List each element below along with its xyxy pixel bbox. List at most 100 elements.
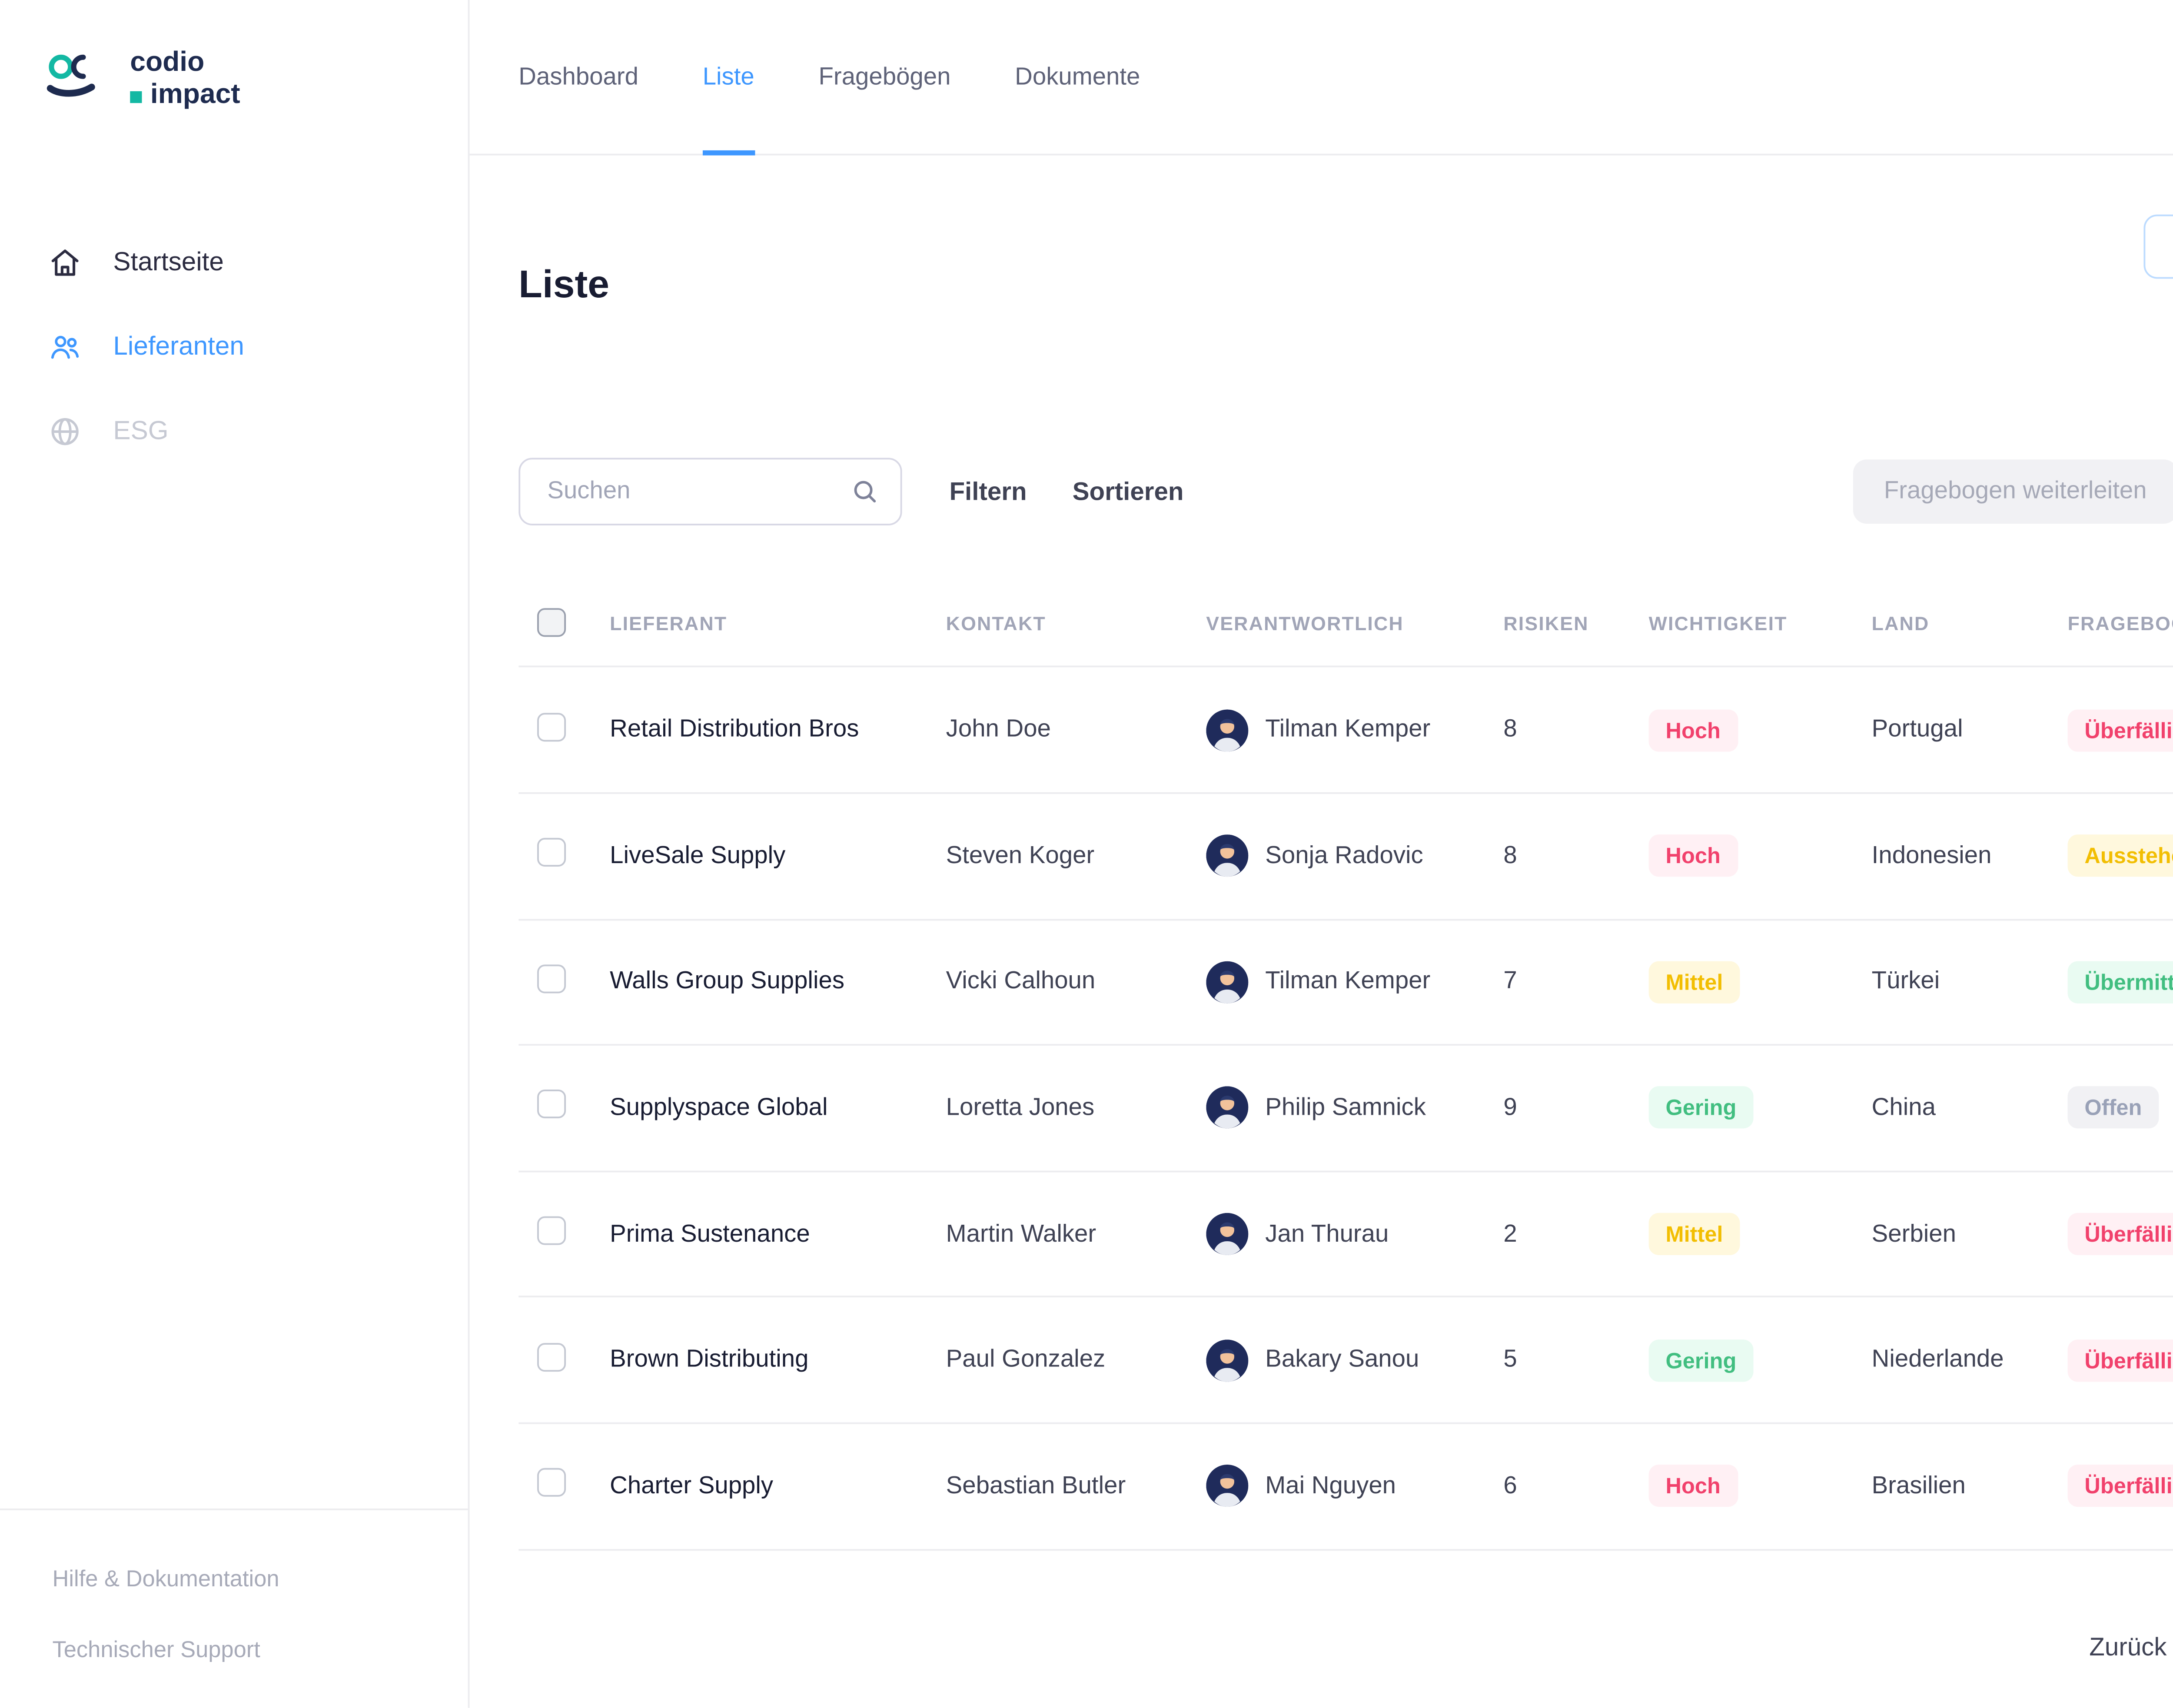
responsible-name: Tilman Kemper: [1265, 968, 1431, 996]
row-checkbox[interactable]: [537, 964, 566, 994]
country: Indonesien: [1871, 842, 1992, 870]
table-row: Charter Supply Sebastian Butler Mai Nguy…: [518, 1424, 2173, 1550]
search-box: [518, 458, 902, 526]
contact-name: Loretta Jones: [946, 1094, 1095, 1122]
filter-control[interactable]: Filtern: [949, 478, 1027, 507]
sidebar-item-label: Startseite: [113, 248, 224, 277]
select-all-checkbox[interactable]: [537, 608, 566, 637]
contact-name: Sebastian Butler: [946, 1472, 1126, 1500]
sidebar: codio impact Startseite: [0, 0, 470, 1708]
col-header-land: LAND: [1871, 615, 1930, 635]
table-row: Walls Group Supplies Vicki Calhoun Tilma…: [518, 920, 2173, 1046]
table-row: Supplyspace Global Loretta Jones Philip …: [518, 1046, 2173, 1172]
responsible-name: Philip Samnick: [1265, 1094, 1426, 1122]
row-checkbox[interactable]: [537, 712, 566, 741]
importance-badge: Hoch: [1648, 835, 1738, 877]
sidebar-item-startseite[interactable]: Startseite: [0, 221, 468, 306]
home-icon: [51, 250, 79, 277]
sidebar-footer: Hilfe & Dokumentation Technischer Suppor…: [0, 1509, 468, 1708]
row-checkbox[interactable]: [537, 838, 566, 867]
responsible-cell: Philip Samnick: [1206, 1087, 1503, 1130]
supplier-name: Retail Distribution Bros: [610, 716, 859, 744]
questionnaire-status-badge: Offen: [2067, 1087, 2159, 1130]
questionnaire-status-badge: Überfällig: [2067, 1339, 2173, 1382]
supplier-name: Prima Sustenance: [610, 1220, 810, 1248]
row-checkbox[interactable]: [537, 1216, 566, 1245]
contact-name: Steven Koger: [946, 842, 1095, 870]
tab-dokumente[interactable]: Dokumente: [1015, 63, 1140, 90]
responsible-cell: Bakary Sanou: [1206, 1339, 1503, 1382]
contact-name: Vicki Calhoun: [946, 968, 1096, 996]
country: Portugal: [1871, 716, 1963, 744]
sidebar-item-label: ESG: [113, 417, 169, 446]
questionnaire-status-badge: Überfällig: [2067, 709, 2173, 751]
tab-liste[interactable]: Liste: [702, 0, 754, 156]
tech-support-link[interactable]: Technischer Support: [52, 1637, 260, 1662]
responsible-avatar: [1206, 1465, 1249, 1508]
page-content: Liste Exportieren Importieren: [470, 156, 2173, 1708]
questionnaire-status-badge: Ausstehend: [2067, 835, 2173, 877]
top-tabs: Dashboard Liste Fragebögen Dokumente: [518, 0, 1140, 156]
sidebar-item-esg[interactable]: ESG: [0, 390, 468, 475]
country: Serbien: [1871, 1220, 1956, 1248]
table-row: Brown Distributing Paul Gonzalez Bakary …: [518, 1298, 2173, 1424]
export-button[interactable]: Exportieren: [2143, 214, 2173, 279]
responsible-avatar: [1206, 1213, 1249, 1256]
risk-count: 2: [1503, 1220, 1517, 1248]
responsible-name: Tilman Kemper: [1265, 716, 1431, 744]
table-row: Prima Sustenance Martin Walker Jan Thura…: [518, 1172, 2173, 1298]
responsible-avatar: [1206, 1087, 1249, 1130]
sidebar-item-lieferanten[interactable]: Lieferanten: [0, 306, 468, 390]
supplier-name: Charter Supply: [610, 1472, 774, 1500]
forward-questionnaire-button[interactable]: Fragebogen weiterleiten: [1853, 460, 2173, 525]
table-header-row: LIEFERANT KONTAKT VERANTWORTLICH RISIKEN…: [518, 584, 2173, 668]
responsible-name: Jan Thurau: [1265, 1220, 1389, 1248]
responsible-avatar: [1206, 835, 1249, 877]
importance-badge: Gering: [1648, 1339, 1754, 1382]
contact-name: Paul Gonzalez: [946, 1346, 1106, 1374]
supplier-name: Walls Group Supplies: [610, 968, 845, 996]
risk-count: 6: [1503, 1472, 1517, 1500]
table-row: LiveSale Supply Steven Koger Sonja Radov…: [518, 794, 2173, 920]
supplier-name: Supplyspace Global: [610, 1094, 828, 1122]
brand-logo: codio impact: [0, 0, 468, 113]
row-checkbox[interactable]: [537, 1342, 566, 1371]
help-docs-link[interactable]: Hilfe & Dokumentation: [52, 1566, 279, 1592]
main-area: Dashboard Liste Fragebögen Dokumente Hal…: [469, 0, 2173, 1708]
responsible-name: Sonja Radovic: [1265, 842, 1423, 870]
contact-name: John Doe: [946, 716, 1051, 744]
sidebar-item-label: Lieferanten: [113, 332, 244, 362]
row-checkbox[interactable]: [537, 1468, 566, 1497]
sort-control[interactable]: Sortieren: [1072, 478, 1184, 507]
responsible-cell: Tilman Kemper: [1206, 709, 1503, 751]
brand-logo-mark-icon: [46, 50, 113, 110]
responsible-avatar: [1206, 961, 1249, 1004]
contact-name: Martin Walker: [946, 1220, 1096, 1248]
pagination-prev[interactable]: Zurück: [2089, 1633, 2167, 1662]
responsible-cell: Jan Thurau: [1206, 1213, 1503, 1256]
supplier-name: Brown Distributing: [610, 1346, 809, 1374]
risk-count: 9: [1503, 1094, 1517, 1122]
users-icon: [51, 336, 79, 360]
topbar: Dashboard Liste Fragebögen Dokumente Hal…: [469, 0, 2173, 156]
search-icon[interactable]: [850, 477, 880, 508]
col-header-lieferant: LIEFERANT: [610, 615, 728, 635]
col-header-kontakt: KONTAKT: [946, 615, 1046, 635]
questionnaire-status-badge: Überfällig: [2067, 1465, 2173, 1508]
suppliers-table: LIEFERANT KONTAKT VERANTWORTLICH RISIKEN…: [518, 584, 2173, 1550]
globe-icon: [51, 419, 79, 446]
responsible-cell: Sonja Radovic: [1206, 835, 1503, 877]
search-input[interactable]: [544, 477, 850, 508]
importance-badge: Mittel: [1648, 961, 1740, 1004]
risk-count: 8: [1503, 716, 1517, 744]
responsible-cell: Mai Nguyen: [1206, 1465, 1503, 1508]
brand-name-line2: impact: [150, 80, 240, 111]
sidebar-divider: [0, 1509, 468, 1510]
tab-frageboegen[interactable]: Fragebögen: [818, 63, 951, 90]
importance-badge: Hoch: [1648, 1465, 1738, 1508]
tab-dashboard[interactable]: Dashboard: [518, 63, 639, 90]
row-checkbox[interactable]: [537, 1090, 566, 1120]
supplier-name: LiveSale Supply: [610, 842, 786, 870]
toolbar: Filtern Sortieren Fragebogen weiterleite…: [518, 458, 2173, 526]
